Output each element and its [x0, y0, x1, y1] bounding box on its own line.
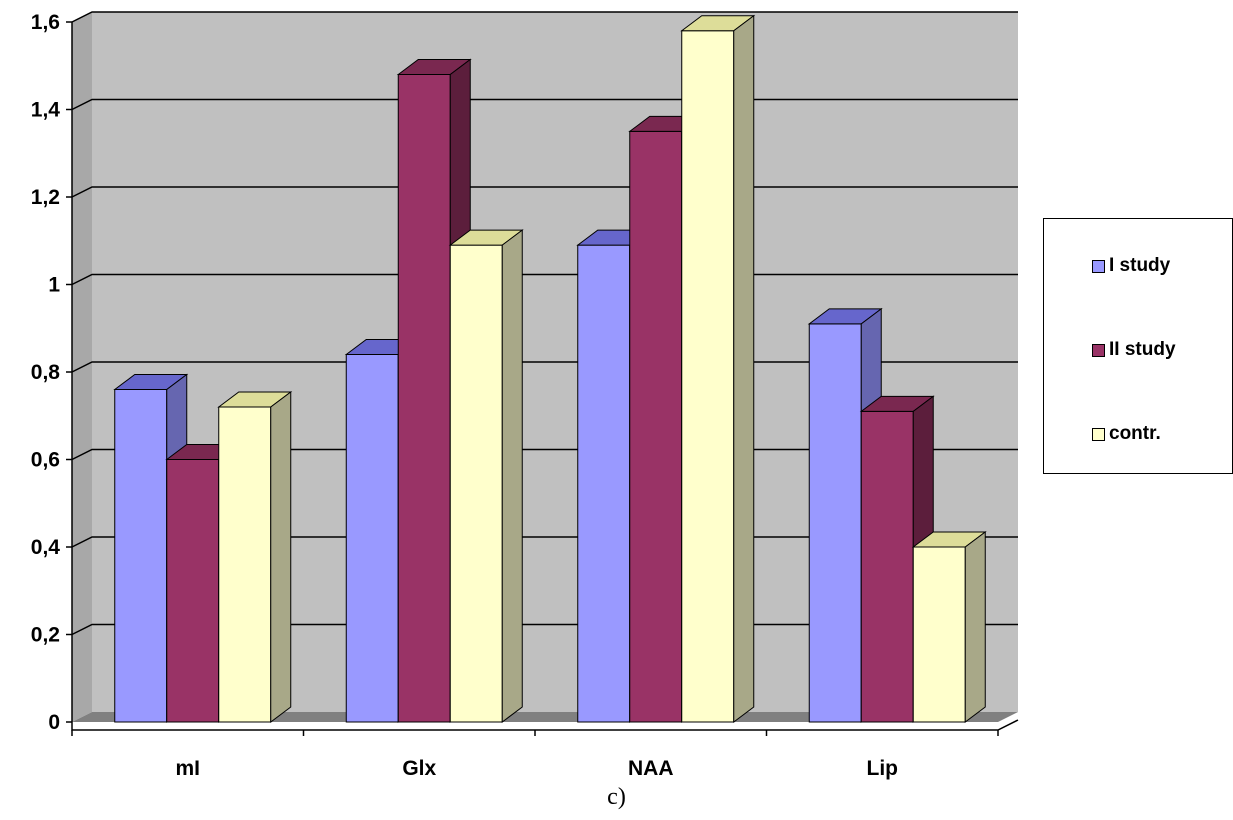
bar-front — [166, 459, 220, 723]
y-tick-label: 1,2 — [31, 186, 60, 209]
x-axis-category-labels: mI Glx NAA Lip — [175, 757, 898, 780]
legend-label-i-study: I study — [1109, 255, 1171, 276]
legend-swatch-ii-study — [1092, 343, 1105, 357]
bar-mi-contr- — [217, 391, 293, 723]
figure-caption: c) — [607, 784, 626, 810]
bars — [113, 14, 987, 723]
bar-side — [964, 531, 986, 723]
bar-front — [218, 406, 272, 723]
bar-front — [912, 546, 966, 723]
y-tick-label: 1,4 — [31, 99, 61, 122]
bar-lip-contr- — [911, 531, 987, 723]
y-tick-label: 0,6 — [31, 449, 60, 472]
legend-item-contr: contr. — [1092, 423, 1161, 445]
bar-front — [114, 389, 168, 723]
x-category-label: mI — [175, 757, 200, 780]
bar-front — [860, 410, 914, 723]
legend: I study II study contr. — [1043, 218, 1233, 474]
legend-label-ii-study: II study — [1109, 339, 1176, 360]
legend-label-contr: contr. — [1109, 423, 1161, 444]
bar-front — [808, 323, 862, 723]
gridline — [71, 11, 1018, 23]
y-tick-label: 0,2 — [31, 624, 60, 647]
bar-front — [345, 354, 399, 723]
bar-side — [501, 229, 523, 723]
y-tick-label: 1,6 — [31, 11, 60, 34]
y-tick-label: 0 — [48, 711, 60, 734]
bar-front — [681, 30, 735, 723]
bar-front — [577, 244, 631, 723]
axes — [66, 21, 1019, 736]
x-axis-line — [71, 719, 1019, 731]
bar-side — [270, 391, 292, 723]
bar-glx-contr- — [448, 229, 524, 723]
bar-side — [733, 14, 755, 723]
y-tick-label: 0,4 — [31, 536, 61, 559]
plot-floor — [72, 712, 1018, 722]
bar-front — [449, 244, 503, 723]
bar-front — [397, 74, 451, 723]
bar-front — [629, 130, 683, 723]
bar-naa-contr- — [680, 14, 756, 723]
legend-swatch-i-study — [1092, 259, 1105, 273]
x-category-label: NAA — [628, 757, 674, 780]
y-tick-label: 1 — [48, 274, 60, 297]
legend-item-i-study: I study — [1092, 255, 1170, 277]
x-category-label: Lip — [867, 757, 899, 780]
y-tick-label: 0,8 — [31, 361, 61, 384]
legend-item-ii-study: II study — [1092, 339, 1176, 361]
y-axis-tick-labels: 0 0,2 0,4 0,6 0,8 1 1,2 1,4 1,6 — [31, 11, 61, 734]
x-category-label: Glx — [402, 757, 436, 780]
legend-swatch-contr — [1092, 427, 1105, 441]
bar-chart: 0 0,2 0,4 0,6 0,8 1 1,2 1,4 1,6 mI Glx NAA Lip — [31, 11, 1019, 780]
